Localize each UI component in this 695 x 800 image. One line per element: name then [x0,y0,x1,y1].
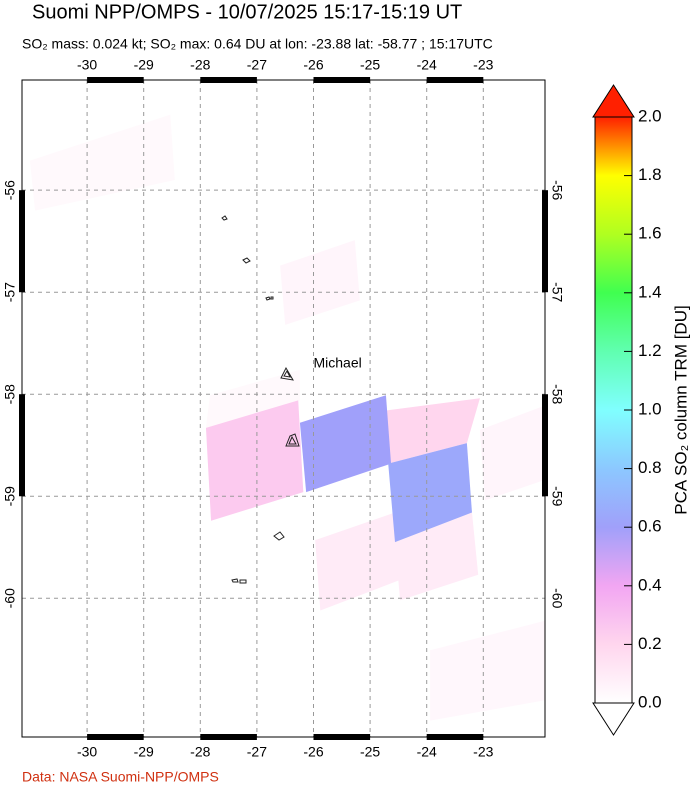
y-tick-label: -57 [2,282,18,302]
so2-cell [29,114,175,211]
frame-bar [19,394,25,497]
colorbar-extend-low [592,702,635,736]
x-tick-label: -30 [77,744,97,760]
colorbar-tick-label: 0.2 [638,634,662,653]
x-tick-label: -25 [360,57,380,73]
x-tick-label: -25 [360,744,380,760]
y-tick-label: -60 [549,588,565,608]
colorbar-tick-label: 1.6 [638,224,662,243]
colorbar-tick-label: 2.0 [638,106,662,125]
x-tick-label: -26 [303,57,323,73]
so2-cell [280,240,360,325]
colorbar-tick-label: 1.8 [638,165,662,184]
x-tick-label: -27 [247,744,267,760]
x-tick-label: -28 [190,744,210,760]
frame-bar [313,77,371,83]
x-tick-label: -29 [134,744,154,760]
frame-bar [200,734,257,740]
so2-cell [385,398,480,464]
y-tick-label: -60 [2,588,18,608]
y-tick-label: -58 [2,384,18,404]
x-tick-label: -26 [303,744,323,760]
y-tick-label: -58 [549,384,565,404]
frame-bar [542,190,548,293]
x-tick-label: -27 [247,57,267,73]
so2-cell [388,443,472,543]
x-tick-label: -28 [190,57,210,73]
so2-cell [315,512,401,611]
frame-bar [19,190,25,293]
so2-cell [205,369,300,428]
colorbar-tick-label: 0.0 [638,692,662,711]
subtitle: SO₂ mass: 0.024 kt; SO₂ max: 0.64 DU at … [22,36,493,52]
colorbar-tick-label: 0.4 [638,575,662,594]
y-tick-label: -56 [2,180,18,200]
colorbar-tick-label: 1.0 [638,399,662,418]
frame-bar [200,77,257,83]
so2-cell [479,405,545,501]
frame-bar [87,77,144,83]
frame-bar [87,734,144,740]
colorbar-label: PCA SO₂ column TRM [DU] [671,305,690,514]
so2-cell [395,512,479,601]
coastlines [221,215,300,584]
y-tick-label: -59 [549,486,565,506]
map-layer [22,80,545,737]
footer: Data: NASA Suomi-NPP/OMPS [22,769,219,785]
x-tick-label: -24 [417,57,437,73]
frame-bar [542,394,548,497]
colorbar-tick-label: 0.8 [638,458,662,477]
y-tick-label: -56 [549,180,565,200]
colorbar-tick-label: 1.2 [638,341,662,360]
colorbar-tick-label: 0.6 [638,517,662,536]
x-tick-label: -23 [473,744,493,760]
frame-bar [426,734,484,740]
colorbar-extend-high [592,84,635,118]
so2-cell [205,400,304,521]
so2-cell [299,395,392,493]
y-tick-label: -59 [2,486,18,506]
chart-title: Suomi NPP/OMPS - 10/07/2025 15:17-15:19 … [32,1,462,23]
y-tick-label: -57 [549,282,565,302]
x-tick-label: -24 [417,744,437,760]
x-tick-label: -29 [134,57,154,73]
frame-bar [426,77,484,83]
so2-cell [430,620,545,721]
colorbar-tick-label: 1.4 [638,282,662,301]
frame-bar [313,734,371,740]
x-tick-label: -23 [473,57,493,73]
annotation: Michael [313,354,361,370]
x-tick-label: -30 [77,57,97,73]
